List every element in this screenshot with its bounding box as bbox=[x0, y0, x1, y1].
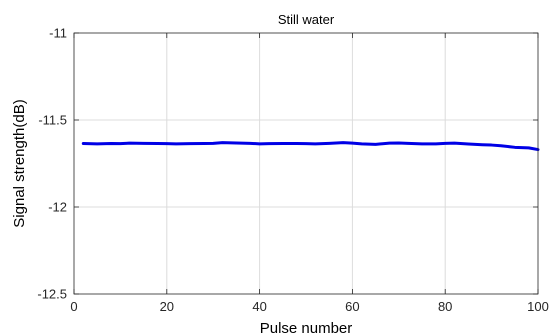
y-tick-labels: -12.5 -12 -11.5 -11 bbox=[37, 26, 67, 302]
y-tick-label: -12.5 bbox=[37, 287, 67, 302]
x-tick-label: 0 bbox=[70, 299, 77, 314]
x-tick-labels: 0 20 40 60 80 100 bbox=[70, 299, 548, 314]
plot-frame bbox=[73, 32, 539, 295]
series-line bbox=[81, 141, 540, 152]
x-tick-label: 40 bbox=[252, 299, 266, 314]
x-tick-label: 60 bbox=[345, 299, 359, 314]
y-tick-label: -11.5 bbox=[38, 113, 67, 128]
ticks bbox=[73, 32, 539, 295]
series-group bbox=[81, 141, 540, 152]
y-axis-label: Signal strength(dB) bbox=[11, 99, 28, 227]
x-tick-label: 20 bbox=[160, 299, 174, 314]
y-tick-label: -12 bbox=[48, 200, 67, 215]
plot-area bbox=[74, 33, 538, 294]
grid bbox=[74, 33, 538, 294]
x-axis-label: Pulse number bbox=[260, 320, 353, 336]
chart-title: Still water bbox=[278, 12, 335, 27]
x-tick-label: 100 bbox=[527, 299, 549, 314]
y-tick-label: -11 bbox=[49, 26, 67, 41]
x-tick-label: 80 bbox=[438, 299, 452, 314]
